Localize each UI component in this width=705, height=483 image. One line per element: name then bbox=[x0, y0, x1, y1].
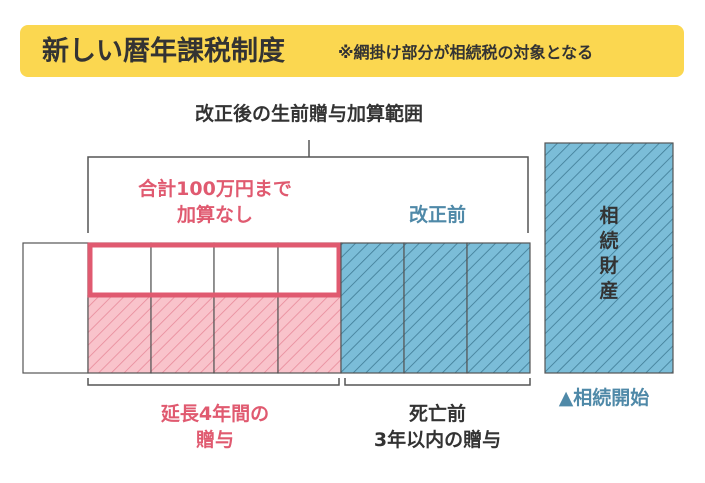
pink-block-3 bbox=[213, 295, 279, 374]
label-before-reform: 改正前 bbox=[408, 204, 466, 226]
label-within-line2: 3年以内の贈与 bbox=[373, 429, 502, 451]
bottom-bracket-left bbox=[87, 378, 340, 386]
label-exempt-line1: 合計100万円まで bbox=[138, 178, 292, 200]
exempt-cell-3 bbox=[213, 242, 279, 297]
estate-char-2: 続 bbox=[599, 230, 619, 252]
label-extended-line1: 延長4年間の bbox=[160, 403, 270, 425]
blue-block-1 bbox=[340, 242, 405, 374]
estate-char-3: 財 bbox=[599, 255, 619, 277]
pink-hatched-blocks bbox=[87, 295, 342, 374]
bottom-bracket-right bbox=[344, 378, 531, 386]
exempt-cell-4 bbox=[277, 242, 342, 297]
label-exempt-line2: 加算なし bbox=[176, 204, 253, 226]
label-estate: 相 続 財 産 bbox=[545, 204, 673, 304]
exempt-red-outline bbox=[87, 242, 342, 298]
label-inheritance-start: ▲相続開始 bbox=[558, 387, 650, 409]
exempt-blocks bbox=[87, 242, 342, 298]
blue-block-3 bbox=[466, 242, 531, 374]
label-within-line1: 死亡前 bbox=[408, 403, 466, 425]
pink-block-4 bbox=[277, 295, 342, 374]
exempt-cell-2 bbox=[150, 242, 215, 297]
label-extended-line2: 贈与 bbox=[195, 429, 234, 451]
title-main: 新しい暦年課税制度 bbox=[42, 36, 285, 67]
blue-hatched-blocks bbox=[340, 242, 531, 374]
pink-block-1 bbox=[87, 295, 152, 374]
estate-char-1: 相 bbox=[599, 205, 619, 227]
exempt-cell-1 bbox=[87, 242, 152, 297]
title-banner bbox=[20, 25, 684, 77]
title-note: ※網掛け部分が相続税の対象となる bbox=[338, 43, 594, 62]
top-bracket bbox=[87, 140, 529, 233]
label-range-top: 改正後の生前贈与加算範囲 bbox=[194, 103, 423, 125]
blue-block-2 bbox=[403, 242, 468, 374]
estate-char-4: 産 bbox=[599, 280, 619, 302]
estate-block bbox=[544, 142, 674, 374]
pink-block-2 bbox=[150, 295, 215, 374]
block-white-left bbox=[22, 242, 89, 374]
